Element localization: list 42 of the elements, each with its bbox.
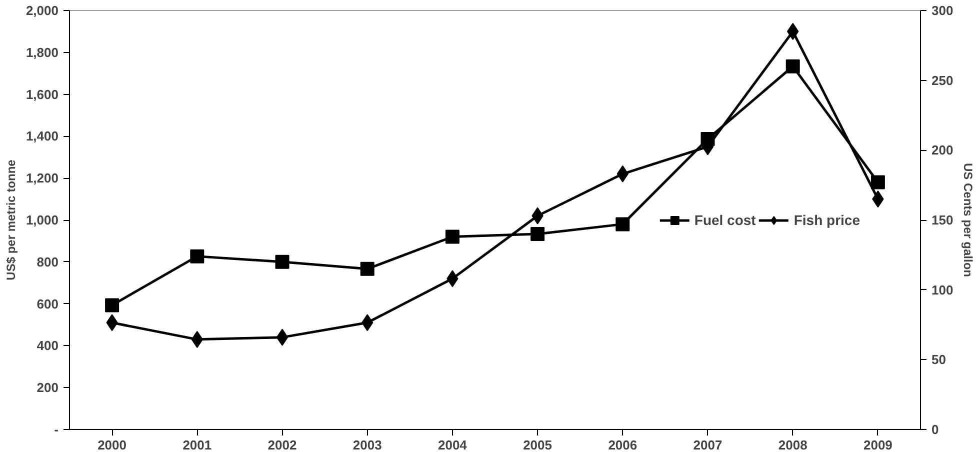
x-tick-label: 2001 xyxy=(182,438,212,452)
point xyxy=(870,175,885,190)
y-tick-label: 1,600 xyxy=(26,86,59,102)
point xyxy=(360,262,374,276)
point xyxy=(105,298,120,312)
y2-tick-label: 50 xyxy=(932,352,946,368)
y-tick-label: 1,200 xyxy=(26,170,59,186)
x-tick-label: 2002 xyxy=(268,438,297,452)
legend-label: Fuel cost xyxy=(694,212,756,228)
x-tick-label: 2000 xyxy=(98,438,127,452)
x-tick-label: 2005 xyxy=(523,438,552,452)
point xyxy=(276,328,288,346)
y-axis-title: US$ per metric tonne xyxy=(4,159,18,280)
y2-tick-label: 200 xyxy=(932,142,954,158)
legend-label: Fish price xyxy=(794,212,860,228)
y-tick-label: 1,800 xyxy=(26,44,59,60)
y-tick-label: 1,000 xyxy=(26,212,59,228)
y2-tick-label: 0 xyxy=(932,422,939,437)
x-tick-label: 2003 xyxy=(352,438,382,452)
point xyxy=(275,254,290,269)
y-tick-label: 1,400 xyxy=(26,128,59,144)
x-tick-label: 2004 xyxy=(438,438,468,452)
point xyxy=(190,249,204,264)
point xyxy=(445,230,460,244)
y-tick-label: 600 xyxy=(36,296,59,312)
y-tick-label: 800 xyxy=(36,254,59,270)
x-tick-label: 2007 xyxy=(693,438,722,452)
x-tick-label: 2008 xyxy=(778,438,808,452)
point xyxy=(530,226,545,241)
y2-tick-label: 300 xyxy=(932,3,954,18)
y-tick-label: - xyxy=(54,422,59,437)
point xyxy=(786,59,800,74)
y2-tick-label: 150 xyxy=(932,212,954,228)
x-tick-label: 2009 xyxy=(863,438,892,452)
point xyxy=(616,217,630,232)
y-tick-label: 400 xyxy=(36,338,59,354)
y-tick-label: 200 xyxy=(36,380,59,396)
y2-tick-label: 250 xyxy=(932,72,954,88)
y2-tick-label: 100 xyxy=(932,282,954,298)
x-tick-label: 2006 xyxy=(608,438,638,452)
y-tick-label: 2,000 xyxy=(26,3,59,18)
y2-axis-title: US Cents per gallon xyxy=(961,162,976,278)
